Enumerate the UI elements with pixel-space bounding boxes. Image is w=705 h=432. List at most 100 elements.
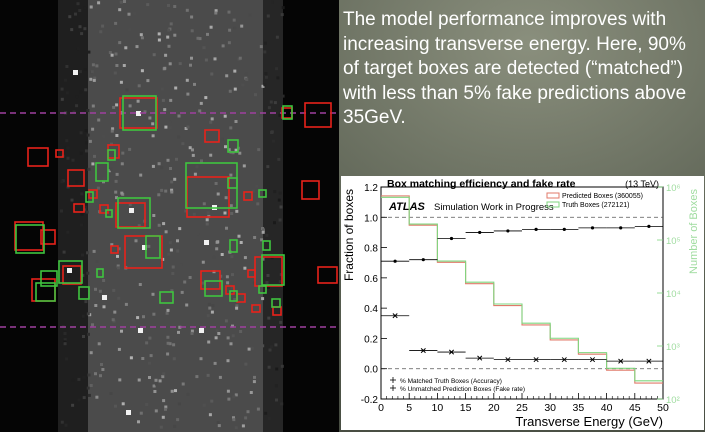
accuracy-point (534, 227, 538, 231)
atlas-label: ATLAS (388, 201, 426, 213)
fake-rate-point (618, 358, 624, 364)
legend-top-right: Predicted Boxes (360055) Truth Boxes (272… (546, 192, 643, 209)
x-tick-label: 50 (657, 402, 669, 414)
predicted-box (73, 203, 85, 213)
accuracy-point (393, 259, 397, 263)
predicted-box (251, 304, 261, 313)
fake-rate-point (505, 357, 511, 363)
x-tick-label: 5 (406, 402, 412, 414)
truth-box (227, 139, 239, 153)
y-tick-label: -0.2 (361, 395, 379, 406)
predicted-box (40, 229, 56, 245)
x-tick-label: 40 (601, 402, 613, 414)
truth-box (96, 268, 104, 278)
energy-deposit (126, 410, 131, 415)
predicted-box (247, 269, 256, 278)
energy-deposit (138, 328, 143, 333)
chart-title: Box matching efficiency and fake rate (387, 178, 576, 190)
fake-rate-point (589, 357, 596, 363)
truth-box (204, 280, 223, 297)
predicted-box (301, 180, 320, 200)
truth-box (227, 177, 238, 189)
energy-deposit (102, 295, 107, 300)
truth-box (78, 286, 90, 300)
fake-rate-point (533, 357, 539, 363)
predicted-box (243, 191, 253, 201)
fake-rate-point (646, 358, 652, 364)
legend-swatch (546, 192, 560, 199)
x-tick-label: 10 (432, 402, 444, 414)
predicted-box (55, 149, 64, 158)
x-tick-label: 35 (573, 402, 585, 414)
energy-label: (13 TeV) (625, 179, 659, 189)
atlas-status-label: Simulation Work in Progress (434, 202, 554, 213)
legend-entry: % Unmatched Prediction Boxes (Fake rate) (400, 386, 525, 393)
energy-deposit (142, 245, 147, 250)
legend-entry: % Matched Truth Boxes (Accuracy) (400, 378, 502, 385)
truth-box (35, 282, 56, 302)
y-tick-label: 0.8 (364, 244, 378, 255)
calorimeter-band (88, 0, 263, 432)
truth-box (261, 254, 285, 286)
y-tick-label: 0.0 (364, 365, 378, 376)
truth-box (105, 209, 113, 218)
accuracy-point (421, 258, 425, 262)
accuracy-point (449, 236, 454, 241)
truth-box (95, 162, 109, 182)
calorimeter-event-image (0, 0, 339, 432)
predicted-box (67, 169, 85, 187)
truth-box (229, 290, 238, 302)
energy-deposit (67, 268, 72, 273)
truth-box (122, 95, 157, 131)
fake-rate-point (392, 313, 398, 319)
energy-deposit (199, 328, 204, 333)
predicted-box (27, 147, 49, 167)
x-tick-label: 25 (516, 402, 528, 414)
predicted-box (99, 204, 109, 214)
x-axis-label: Transverse Energy (GeV) (515, 414, 663, 429)
legend-entry: Truth Boxes (272121) (562, 202, 629, 209)
truth-box (262, 240, 271, 251)
predicted-box (124, 235, 163, 269)
calorimeter-cells (60, 0, 285, 430)
accuracy-point (590, 226, 595, 230)
truth-box (15, 224, 45, 254)
y2-tick-label: 10⁶ (666, 183, 681, 194)
y2-axis-label: Number of Boxes (688, 189, 700, 274)
truth-box (282, 105, 293, 120)
energy-deposit (204, 240, 209, 245)
y-tick-label: 0.6 (364, 274, 378, 285)
legend-entry: Predicted Boxes (360055) (562, 193, 643, 200)
y-tick-label: 1.2 (364, 183, 378, 194)
predicted-box (204, 129, 220, 143)
predicted-box (186, 176, 230, 218)
truth-box (85, 191, 94, 203)
calorimeter-event-display (0, 0, 339, 432)
x-tick-label: 30 (544, 402, 556, 414)
efficiency-chart: 0 5 10 15 20 25 30 35 40 45 50 -0.2 0.0 0.2 0.4 0.6 0.8 1… (342, 178, 700, 429)
legend-swatch (546, 201, 560, 208)
predicted-box (119, 97, 158, 129)
truth-box (159, 291, 174, 304)
y2-tick-label: 10³ (666, 342, 680, 353)
predicted-box (110, 245, 119, 254)
accuracy-point (562, 227, 566, 231)
energy-deposit (129, 208, 134, 213)
accuracy-point (506, 229, 510, 233)
y2-tick-label: 10⁵ (666, 236, 681, 247)
energy-deposit (136, 111, 141, 116)
energy-deposit (73, 70, 78, 75)
truth-box (145, 235, 161, 259)
predicted-box (200, 270, 221, 290)
truth-box (107, 149, 116, 161)
truth-box (258, 285, 267, 294)
y-tick-label: 1.0 (364, 213, 378, 224)
y2-tick-label: 10² (666, 395, 680, 406)
slide-caption: The model performance improves with incr… (343, 9, 687, 129)
plot-frame (380, 186, 664, 400)
predicted-box (62, 265, 82, 285)
truth-box (58, 260, 83, 284)
fake-rate-point (477, 355, 483, 361)
accuracy-point (478, 230, 482, 235)
y2-tick-label: 10⁴ (666, 289, 681, 300)
